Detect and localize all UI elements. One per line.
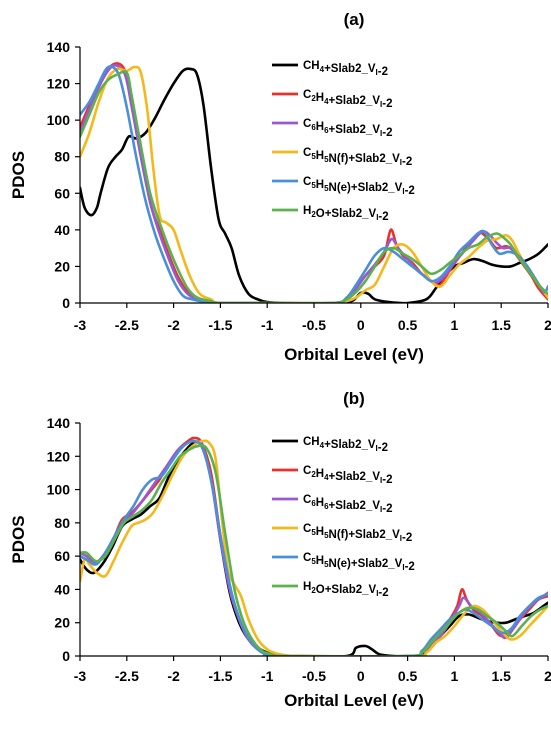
x-tick-label: -2.5 (115, 317, 139, 333)
x-tick-label: -1 (261, 668, 274, 684)
y-tick-label: 60 (54, 548, 70, 564)
legend-item: C6H6+Slab2_VI-2 (272, 118, 392, 139)
x-tick-label: 1.5 (491, 668, 511, 684)
legend-label: C6H6+Slab2_VI-2 (303, 494, 392, 515)
x-tick-label: 1 (451, 668, 459, 684)
legend-label: H2O+Slab2_VI-2 (303, 205, 389, 223)
y-tick-label: 120 (47, 448, 71, 464)
legend-label: H2O+Slab2_VI-2 (303, 581, 389, 599)
legend-label: CH4+Slab2_VI-2 (303, 436, 388, 454)
x-tick-label: 0.5 (398, 317, 418, 333)
x-tick-label: 0 (357, 668, 365, 684)
y-tick-label: 100 (47, 482, 71, 498)
y-tick-label: 140 (47, 415, 71, 431)
series-line (80, 65, 548, 303)
x-tick-label: -1.5 (208, 668, 232, 684)
legend-label: C5H5N(e)+Slab2_VI-2 (303, 552, 415, 573)
x-tick-label: 0.5 (398, 668, 418, 684)
legend: CH4+Slab2_VI-2 C2H4+Slab2_VI-2 C6H6+Slab2_… (272, 60, 415, 223)
series-group (80, 436, 548, 656)
series-line (80, 70, 548, 303)
x-tick-label: -1 (261, 317, 274, 333)
series-line (80, 65, 548, 303)
x-tick-label: -2 (167, 668, 180, 684)
series-line (80, 439, 548, 656)
y-tick-label: 100 (47, 112, 71, 128)
y-tick-label: 120 (47, 76, 71, 92)
x-tick-label: -2.5 (115, 668, 139, 684)
x-axis-title: Orbital Level (eV) (284, 345, 424, 364)
series-line (80, 439, 548, 656)
legend-item: CH4+Slab2_VI-2 (272, 436, 388, 454)
legend-label: CH4+Slab2_VI-2 (303, 60, 388, 78)
legend-label: C5H5N(f)+Slab2_VI-2 (303, 147, 412, 168)
legend-item: C2H4+Slab2_VI-2 (272, 465, 392, 486)
legend-item: C5H5N(f)+Slab2_VI-2 (272, 523, 412, 544)
legend-label: C2H4+Slab2_VI-2 (303, 89, 392, 110)
y-axis-title: PDOS (9, 151, 28, 199)
x-tick-label: 1.5 (491, 317, 511, 333)
series-line (80, 444, 548, 656)
legend-item: CH4+Slab2_VI-2 (272, 60, 388, 78)
x-tick-label: 1 (451, 317, 459, 333)
legend-item: C5H5N(f)+Slab2_VI-2 (272, 147, 412, 168)
x-tick-label: 2 (544, 668, 551, 684)
y-tick-label: 40 (54, 222, 70, 238)
x-tick-label: -3 (74, 317, 87, 333)
legend-label: C5H5N(e)+Slab2_VI-2 (303, 176, 415, 197)
x-tick-label: -0.5 (302, 668, 326, 684)
y-tick-label: 80 (54, 149, 70, 165)
y-tick-label: 20 (54, 615, 70, 631)
legend-item: H2O+Slab2_VI-2 (272, 205, 389, 223)
legend-item: H2O+Slab2_VI-2 (272, 581, 389, 599)
y-tick-label: 0 (62, 295, 70, 311)
x-tick-label: -1.5 (208, 317, 232, 333)
legend-label: C2H4+Slab2_VI-2 (303, 465, 392, 486)
legend-item: C5H5N(e)+Slab2_VI-2 (272, 552, 415, 573)
chart-title: (b) (343, 389, 365, 408)
legend-item: C2H4+Slab2_VI-2 (272, 89, 392, 110)
x-tick-label: 0 (357, 317, 365, 333)
legend-item: C6H6+Slab2_VI-2 (272, 494, 392, 515)
y-tick-label: 140 (47, 39, 71, 55)
y-tick-label: 0 (62, 648, 70, 664)
legend: CH4+Slab2_VI-2 C2H4+Slab2_VI-2 C6H6+Slab2_… (272, 436, 415, 599)
y-tick-label: 80 (54, 515, 70, 531)
x-tick-label: -3 (74, 668, 87, 684)
y-tick-label: 20 (54, 258, 70, 274)
y-tick-label: 40 (54, 581, 70, 597)
x-tick-label: -2 (167, 317, 180, 333)
legend-item: C5H5N(e)+Slab2_VI-2 (272, 176, 415, 197)
chart-title: (a) (344, 10, 365, 29)
y-tick-label: 60 (54, 185, 70, 201)
series-line (80, 67, 548, 303)
x-tick-label: -0.5 (302, 317, 326, 333)
y-axis-title: PDOS (9, 515, 28, 563)
legend-label: C6H6+Slab2_VI-2 (303, 118, 392, 139)
series-group (80, 62, 548, 303)
x-tick-label: 2 (544, 317, 551, 333)
legend-label: C5H5N(f)+Slab2_VI-2 (303, 523, 412, 544)
x-axis-title: Orbital Level (eV) (284, 691, 424, 710)
